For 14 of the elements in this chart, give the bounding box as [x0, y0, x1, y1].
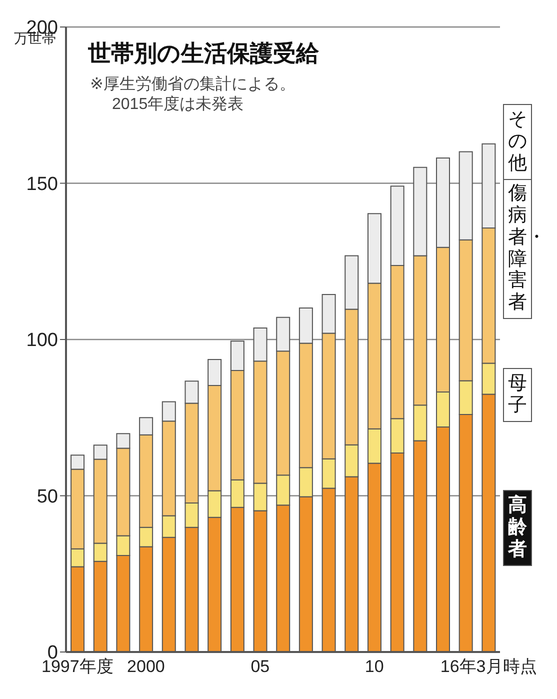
- series-label: 母子: [503, 368, 532, 422]
- series-label: 傷病者・障害者: [507, 182, 546, 316]
- annotation: ※厚生労働省の集計による。: [90, 74, 296, 95]
- x-tick-label: 10: [364, 657, 384, 676]
- x-tick-label: 05: [250, 657, 270, 676]
- y-tick-label: 150: [26, 174, 58, 195]
- text: 世帯別の生活保護受給: [88, 38, 319, 69]
- series-label: その他: [503, 104, 532, 180]
- annotation: 2015年度は未発表: [112, 94, 244, 115]
- series-label: 高齢者: [503, 490, 532, 566]
- x-tick-label: 2000: [127, 657, 165, 676]
- y-tick-label: 50: [36, 486, 58, 508]
- y-tick-label: 100: [26, 330, 58, 352]
- x-tick-label: 16年3月時点: [440, 657, 537, 676]
